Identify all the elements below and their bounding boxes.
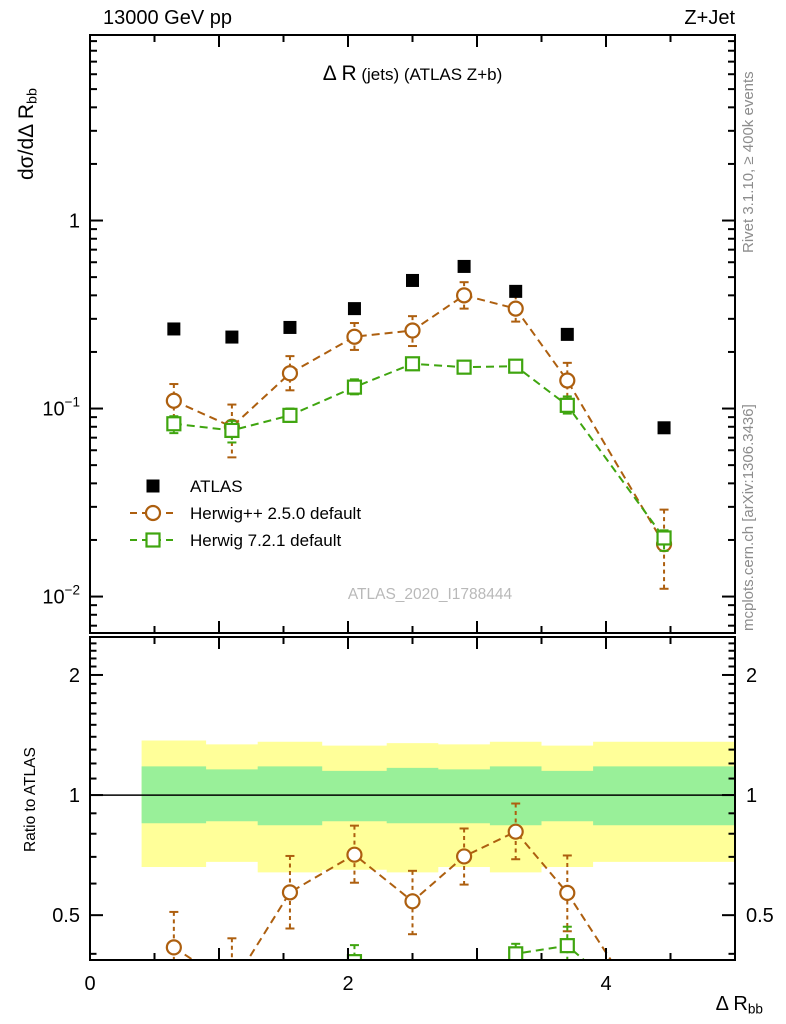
data-point-square-open	[508, 358, 524, 374]
ratio-tick-label-left: 2	[69, 665, 80, 687]
axis-ticks	[89, 35, 736, 960]
legend-entry-label: Herwig 7.2.1 default	[190, 531, 341, 550]
y-axis-title-main: dσ/dΔ R	[15, 103, 38, 180]
data-point-circle-open	[346, 846, 363, 863]
data-point-square-open	[224, 422, 240, 439]
data-point-square-open	[458, 1002, 471, 1015]
data-point-circle-open	[346, 328, 363, 345]
data-point-square-filled	[225, 330, 239, 344]
data-point-square-open	[166, 416, 182, 432]
y-tick-label: 10−1	[42, 395, 80, 421]
data-point-square-open	[559, 397, 575, 413]
x-tick-label: 2	[342, 973, 353, 995]
plot-title: Δ R (jets) (ATLAS Z+b)	[90, 62, 735, 86]
data-point-square-open	[346, 379, 363, 395]
data-point-circle-open	[456, 287, 473, 304]
data-point-circle-open	[165, 939, 182, 956]
data-point-square-open	[225, 987, 238, 1000]
x-tick-label: 0	[84, 973, 95, 995]
ratio-series-herwigpp	[165, 802, 613, 992]
data-point-square-open	[406, 965, 419, 978]
data-point-circle-open	[404, 322, 421, 339]
data-point-square-open	[346, 954, 363, 960]
data-point-circle-open	[144, 504, 162, 522]
y-tick-label: 1	[69, 211, 80, 233]
data-point-circle-open	[225, 978, 239, 992]
data-point-circle-open	[281, 365, 299, 382]
y-axis-title-sub: bb	[24, 88, 41, 104]
plot-title-context: (jets) (ATLAS Z+b)	[356, 65, 503, 84]
top-series-atlas	[167, 259, 671, 435]
y-axis-title: dσ/dΔ Rbb	[15, 88, 41, 180]
data-point-square-open	[508, 946, 524, 960]
ratio-series-herwig7	[167, 925, 586, 1015]
ratio-axis-title: Ratio to ATLAS	[22, 747, 39, 852]
ratio-tick-label-right: 1	[746, 785, 757, 807]
ratio-tick-label-left: 1	[69, 785, 80, 807]
ratio-tick-label-right: 0.5	[746, 905, 774, 927]
data-point-square-open	[283, 975, 296, 988]
ratio-tick-label-left: 0.5	[52, 905, 80, 927]
data-point-square-filled	[509, 284, 523, 298]
data-point-circle-open	[404, 893, 421, 910]
y-tick-label: 10−2	[42, 583, 80, 609]
legend-entry-label: Herwig++ 2.5.0 default	[190, 504, 361, 523]
process-label: Z+Jet	[684, 7, 735, 29]
data-point-square-filled	[146, 479, 160, 493]
data-point-square-filled	[657, 421, 671, 435]
beam-energy-label: 13000 GeV pp	[103, 7, 232, 29]
data-point-square-open	[559, 938, 575, 954]
data-point-square-filled	[560, 327, 574, 341]
top-series-herwig7	[166, 356, 672, 552]
ratio-uncertainty-bands	[141, 740, 735, 873]
data-point-square-filled	[283, 320, 297, 334]
series-line	[508, 944, 586, 960]
data-point-square-open	[404, 356, 421, 372]
ratio-tick-label-right: 2	[746, 665, 757, 687]
data-point-circle-open	[165, 392, 182, 409]
data-point-square-open	[456, 359, 472, 375]
data-point-square-open	[145, 532, 161, 548]
data-point-square-filled	[406, 273, 419, 287]
data-point-square-open	[656, 530, 672, 546]
data-point-circle-open	[281, 884, 299, 901]
x-axis-title: Δ Rbb	[716, 993, 763, 1016]
plot-title-observable: Δ R	[322, 62, 357, 85]
data-point-square-filled	[457, 259, 471, 273]
x-axis-title-sub: bb	[747, 1001, 763, 1017]
legend: ATLAS Herwig++ 2.5.0 default Herwig 7.2.1 …	[130, 477, 361, 550]
data-point-square-filled	[347, 302, 361, 316]
data-point-circle-open	[559, 884, 576, 902]
analysis-id-watermark: ATLAS_2020_I1788444	[347, 586, 513, 603]
data-point-circle-open	[456, 848, 473, 865]
x-axis-title-main: Δ R	[715, 993, 748, 1015]
inner-uncertainty-band	[141, 766, 735, 826]
data-point-square-open	[282, 407, 298, 423]
data-point-square-filled	[167, 322, 181, 336]
x-tick-label: 4	[600, 973, 611, 995]
data-point-circle-open	[507, 823, 524, 840]
data-point-square-open	[167, 990, 180, 1003]
data-point-circle-open	[559, 372, 576, 389]
rivet-version-note: Rivet 3.1.10, ≥ 400k events	[740, 71, 757, 253]
data-point-circle-open	[507, 300, 524, 317]
legend-entry-label: ATLAS	[190, 477, 243, 496]
